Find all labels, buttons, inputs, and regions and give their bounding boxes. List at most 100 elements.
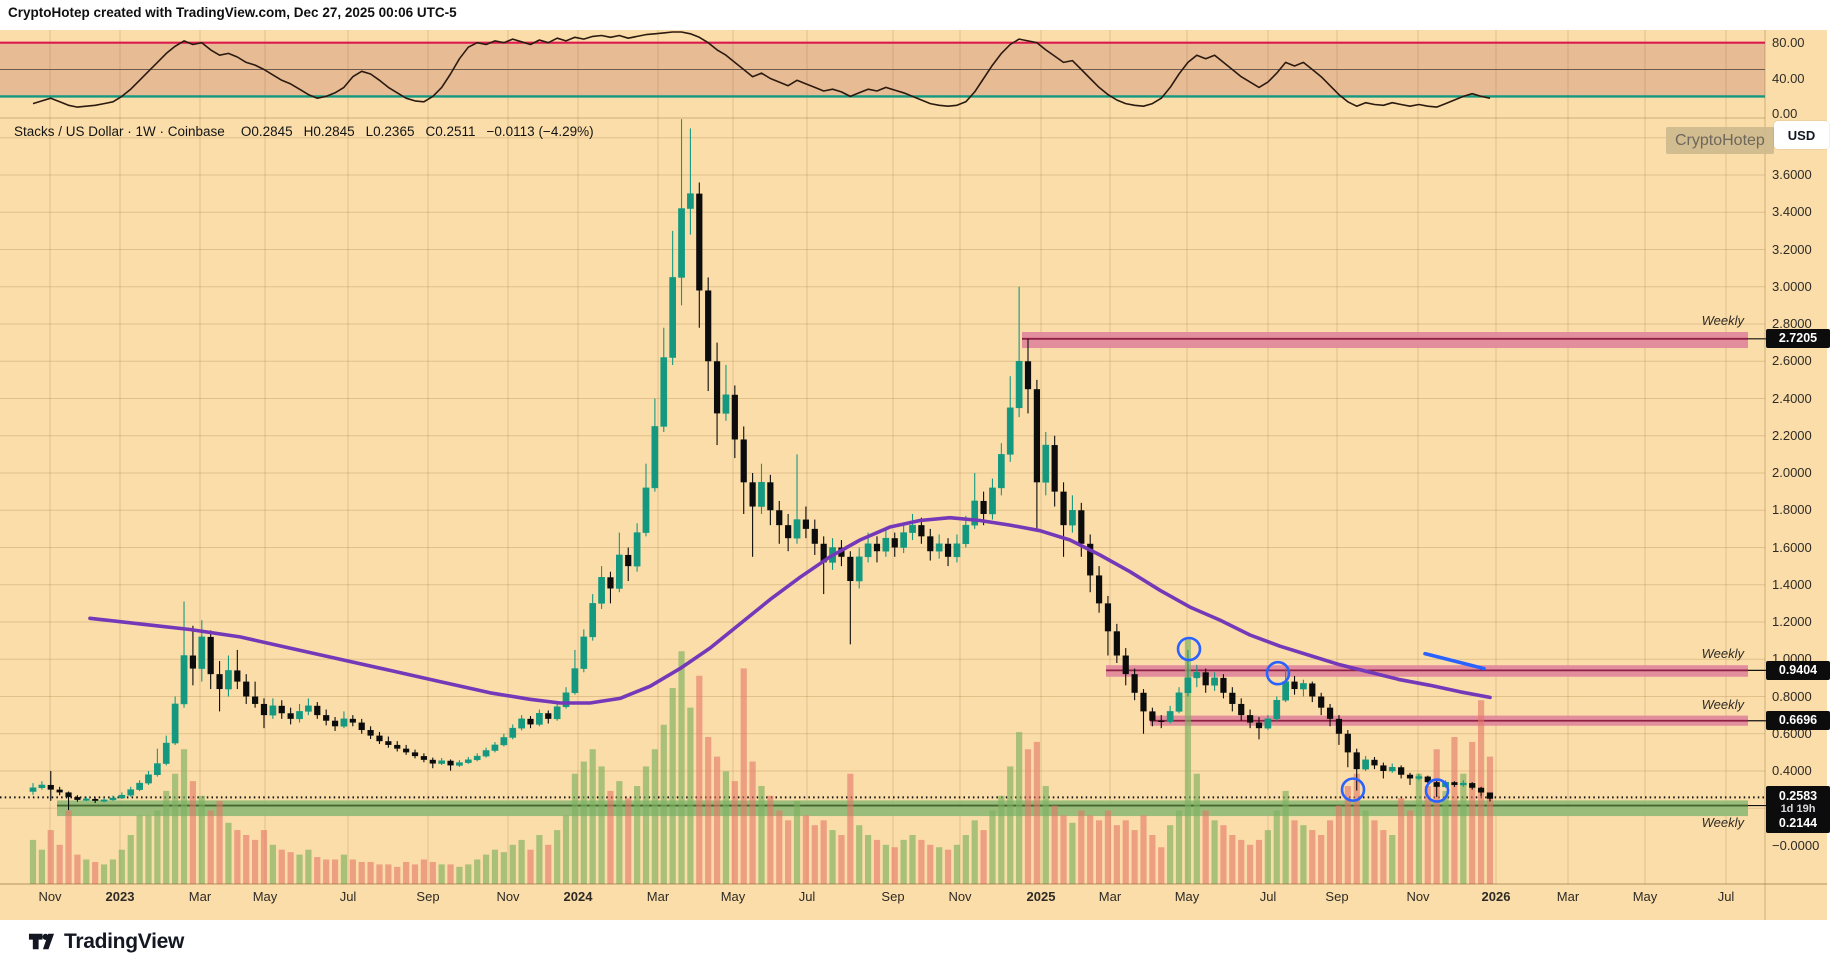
volume-bar	[571, 773, 579, 884]
volume-bar	[216, 800, 223, 884]
volume-bar	[962, 835, 969, 884]
candle-down	[367, 730, 374, 736]
candle-up	[180, 655, 188, 705]
volume-bar	[1255, 839, 1263, 884]
candle-down	[776, 510, 783, 526]
candle-down	[189, 655, 197, 669]
volume-bar	[847, 773, 854, 884]
candle-down	[545, 713, 552, 719]
footer: TradingView	[28, 928, 184, 955]
candle-down	[1158, 720, 1165, 723]
candle-down	[1202, 672, 1209, 686]
volume-bar	[198, 795, 205, 884]
volume-bar	[100, 864, 108, 884]
volume-bar	[856, 825, 863, 884]
candle-down	[314, 705, 321, 716]
volume-bar	[447, 864, 454, 884]
candle-down	[47, 784, 54, 790]
volume-bar	[1167, 825, 1174, 884]
volume-bar	[287, 852, 294, 884]
candle-down	[1238, 703, 1245, 716]
volume-bar	[713, 756, 721, 884]
candle-down	[376, 735, 383, 742]
tradingview-logo-text[interactable]: TradingView	[64, 929, 185, 953]
volume-bar	[598, 766, 605, 884]
volume-bar	[1113, 825, 1120, 884]
volume-bar	[1318, 835, 1325, 884]
candle-up	[1300, 683, 1307, 690]
candle-down	[1371, 759, 1378, 766]
candle-up	[127, 789, 135, 796]
volume-bar	[1095, 820, 1103, 884]
volume-bar	[1016, 732, 1023, 884]
candle-up	[909, 524, 916, 533]
volume-bar	[891, 847, 898, 884]
volume-bar	[83, 859, 90, 884]
candle-down	[278, 705, 285, 714]
volume-bar	[811, 825, 818, 884]
candle-up	[269, 705, 277, 716]
candle-up	[562, 692, 570, 707]
candle-up	[100, 799, 108, 802]
candle-up	[1388, 767, 1396, 772]
candle-down	[767, 482, 774, 511]
volume-bar	[145, 815, 152, 884]
volume-bar	[1220, 825, 1227, 884]
candle-down	[1078, 510, 1085, 544]
volume-bar	[331, 859, 339, 884]
candle-up	[518, 718, 525, 729]
volume-bar	[296, 854, 303, 884]
volume-bar	[172, 773, 179, 884]
candle-up	[900, 532, 907, 548]
volume-bar	[403, 861, 410, 884]
volume-bar	[536, 835, 543, 884]
volume-bar	[1104, 810, 1112, 884]
volume-bar	[696, 675, 703, 884]
volume-bar	[562, 815, 570, 884]
volume-bar	[465, 864, 472, 884]
volume-bar	[580, 761, 587, 884]
volume-bar	[1460, 773, 1467, 884]
volume-bar	[731, 781, 738, 884]
candle-down	[1113, 631, 1120, 656]
candle-up	[438, 760, 446, 764]
candle-down	[1433, 782, 1440, 787]
candle-down	[420, 756, 427, 760]
candle-down	[696, 193, 703, 291]
volume-bar	[1122, 820, 1129, 884]
candle-up	[1362, 759, 1369, 770]
candle-up	[1042, 444, 1050, 483]
volume-bar	[1229, 835, 1236, 884]
volume-bar	[207, 810, 214, 884]
volume-bar	[953, 844, 961, 884]
candle-down	[1229, 692, 1236, 704]
volume-bar	[1193, 773, 1200, 884]
volume-bar	[927, 844, 934, 884]
trendline	[1423, 651, 1486, 671]
volume-bar	[1060, 815, 1067, 884]
candle-down	[1335, 718, 1343, 734]
candle-up	[500, 737, 508, 746]
volume-bar	[740, 668, 747, 884]
volume-bar	[92, 861, 99, 884]
tradingview-logo-icon[interactable]	[28, 928, 55, 955]
volume-bar	[394, 866, 401, 884]
candle-down	[1122, 655, 1129, 675]
candle-up	[882, 537, 890, 552]
volume-bar	[527, 849, 534, 884]
currency-toggle-button[interactable]: USD	[1774, 121, 1829, 149]
candle-up	[633, 532, 641, 567]
candle-up	[615, 554, 623, 589]
volume-bar	[1051, 805, 1058, 884]
candle-up	[864, 543, 872, 558]
open-value: O0.2845	[240, 124, 293, 139]
volume-bar	[1273, 810, 1280, 884]
candle-down	[1024, 361, 1032, 390]
volume-bar	[438, 864, 445, 884]
oscillator-curve	[32, 31, 1491, 108]
volume-bar	[989, 810, 996, 884]
candle-down	[447, 760, 454, 766]
volume-bar	[243, 835, 250, 884]
volume-bar	[323, 859, 330, 884]
